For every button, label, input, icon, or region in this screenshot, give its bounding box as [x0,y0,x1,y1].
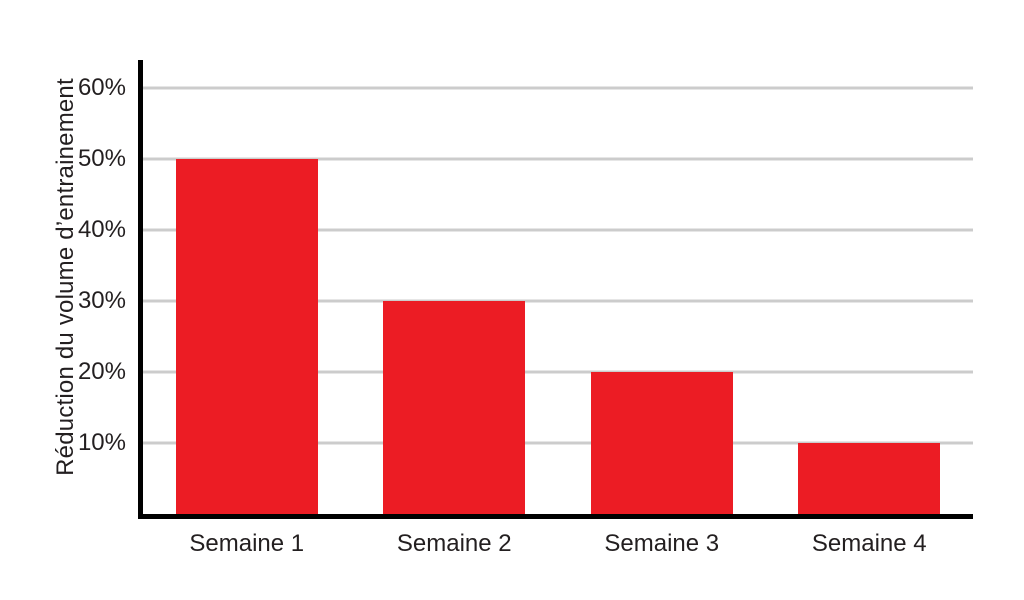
bar-semaine-1 [175,159,318,514]
gridline-20 [143,370,973,374]
x-axis-label-semaine-2: Semaine 2 [396,530,512,557]
x-axis-labels: Semaine 1 Semaine 2 Semaine 3 Semaine 4 [143,530,973,558]
bar-semaine-2 [383,301,526,514]
x-axis-label-semaine-3: Semaine 3 [604,530,720,557]
gridline-30 [143,299,973,303]
x-axis-label-semaine-1: Semaine 1 [189,530,305,557]
x-axis-label-semaine-4: Semaine 4 [811,530,927,557]
gridline-10 [143,441,973,445]
bar-semaine-4 [798,443,941,514]
y-tick-label-50: 50% [77,145,126,173]
y-tick-label-30: 30% [77,287,126,315]
gridline-40 [143,228,973,232]
y-tick-label-20: 20% [77,358,126,386]
bar-semaine-3 [590,372,733,514]
bars [143,60,973,514]
y-tick-label-40: 40% [77,216,126,244]
bar-slot-semaine-1 [143,60,351,514]
gridline-60 [143,86,973,90]
bar-slot-semaine-4 [766,60,974,514]
gridlines [143,60,973,514]
y-tick-labels: 10% 20% 30% 40% 50% 60% [0,60,126,514]
gridline-50 [143,157,973,161]
bar-slot-semaine-2 [351,60,559,514]
plot-area [138,60,973,519]
bar-slot-semaine-3 [558,60,766,514]
y-tick-label-10: 10% [77,429,126,457]
y-tick-label-60: 60% [77,74,126,102]
